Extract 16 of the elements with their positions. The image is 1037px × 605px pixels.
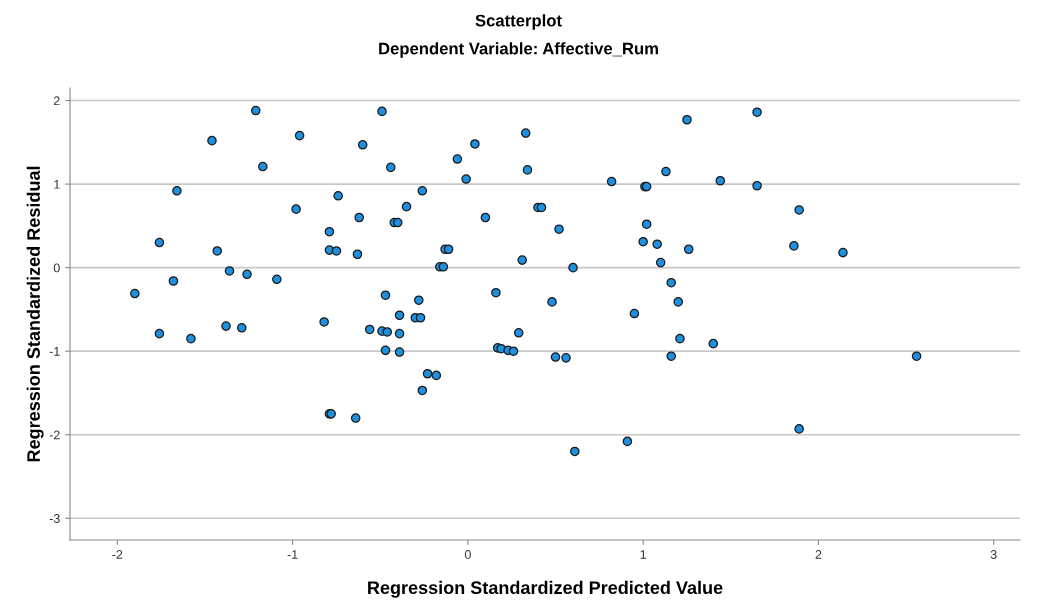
- y-tick-label: 0: [53, 263, 60, 273]
- chart-subtitle: Dependent Variable: Affective_Rum: [379, 42, 658, 58]
- y-tick-label: 1: [54, 180, 60, 189]
- x-tick-label: 3: [990, 550, 997, 559]
- y-tick-label: -2: [49, 430, 60, 440]
- y-tick-label: -3: [49, 514, 60, 523]
- y-axis-title: Regression Standardized Residual: [26, 166, 44, 462]
- x-tick-label: 1: [640, 550, 647, 559]
- x-tick-label: 0: [464, 550, 471, 559]
- y-tick-label: -1: [49, 347, 60, 356]
- x-tick-label: -2: [112, 550, 123, 559]
- chart-title: Scatterplot: [475, 14, 562, 30]
- y-tick-label: 2: [53, 96, 60, 106]
- x-tick-label: -1: [287, 550, 298, 559]
- x-axis-title: Regression Standardized Predicted Value: [368, 580, 723, 598]
- x-tick-label: 2: [815, 550, 822, 559]
